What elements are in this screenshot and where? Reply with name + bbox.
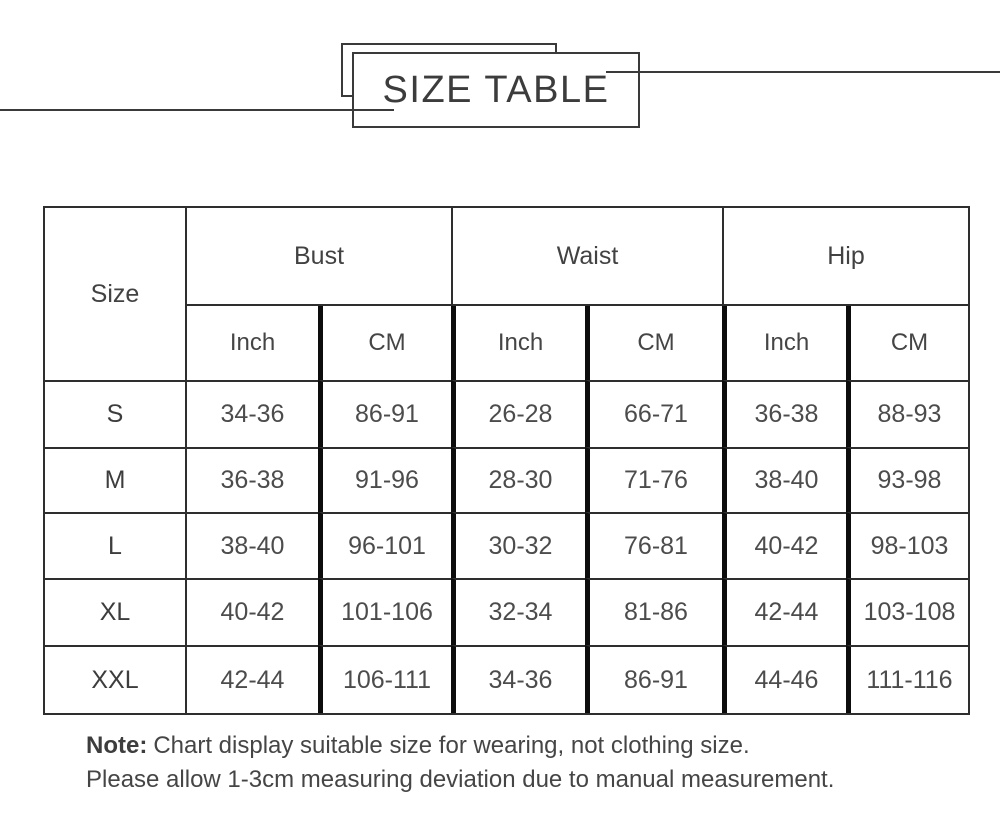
cell-m-bust-cm: 91-96	[318, 447, 451, 512]
row-label-m: M	[45, 447, 187, 512]
cell-l-hip-cm: 98-103	[846, 512, 968, 578]
cell-xl-bust-cm: 101-106	[318, 578, 451, 645]
cell-xxl-bust-cm: 106-111	[318, 645, 451, 713]
cell-xxl-hip-inch: 44-46	[722, 645, 846, 713]
cell-xl-hip-inch: 42-44	[722, 578, 846, 645]
cell-l-waist-inch: 30-32	[451, 512, 585, 578]
subheader-waist-cm: CM	[585, 306, 722, 380]
cell-xxl-hip-cm: 111-116	[846, 645, 968, 713]
cell-l-hip-inch: 40-42	[722, 512, 846, 578]
cell-xxl-waist-cm: 86-91	[585, 645, 722, 713]
cell-xxl-waist-inch: 34-36	[451, 645, 585, 713]
cell-xxl-bust-inch: 42-44	[187, 645, 318, 713]
corner-cell-size: Size	[45, 208, 187, 380]
cell-xl-bust-inch: 40-42	[187, 578, 318, 645]
cell-m-waist-cm: 71-76	[585, 447, 722, 512]
cell-l-bust-inch: 38-40	[187, 512, 318, 578]
row-label-xl: XL	[45, 578, 187, 645]
banner-right-line	[606, 71, 1000, 73]
size-table: Size Bust Waist Hip Inch CM Inch CM Inch…	[43, 206, 970, 715]
cell-s-waist-cm: 66-71	[585, 380, 722, 447]
banner-left-line	[0, 109, 394, 111]
cell-m-waist-inch: 28-30	[451, 447, 585, 512]
size-table-banner: SIZE TABLE	[352, 52, 640, 128]
subheader-bust-cm: CM	[318, 306, 451, 380]
group-header-hip: Hip	[722, 208, 968, 306]
group-header-waist: Waist	[451, 208, 722, 306]
cell-xl-waist-cm: 81-86	[585, 578, 722, 645]
note-line-1: Note: Chart display suitable size for wea…	[86, 729, 834, 763]
page-title: SIZE TABLE	[382, 68, 610, 111]
subheader-hip-inch: Inch	[722, 306, 846, 380]
note-line-2: Please allow 1-3cm measuring deviation d…	[86, 766, 835, 793]
cell-s-bust-inch: 34-36	[187, 380, 318, 447]
note-label: Note:	[86, 732, 148, 759]
row-label-s: S	[45, 380, 187, 447]
subheader-waist-inch: Inch	[451, 306, 585, 380]
cell-xl-hip-cm: 103-108	[846, 578, 968, 645]
cell-s-hip-cm: 88-93	[846, 380, 968, 447]
cell-s-bust-cm: 86-91	[318, 380, 451, 447]
subheader-hip-cm: CM	[846, 306, 968, 380]
cell-s-hip-inch: 36-38	[722, 380, 846, 447]
note-text-1: Chart display suitable size for wearing,…	[153, 732, 750, 759]
cell-m-hip-inch: 38-40	[722, 447, 846, 512]
group-header-bust: Bust	[187, 208, 451, 306]
note-block: Note: Chart display suitable size for wea…	[86, 729, 834, 797]
subheader-bust-inch: Inch	[229, 329, 276, 356]
row-label-xxl: XXL	[45, 645, 187, 713]
cell-m-bust-inch: 36-38	[187, 447, 318, 512]
cell-l-waist-cm: 76-81	[585, 512, 722, 578]
cell-s-waist-inch: 26-28	[451, 380, 585, 447]
cell-xl-waist-inch: 32-34	[451, 578, 585, 645]
cell-l-bust-cm: 96-101	[318, 512, 451, 578]
row-label-l: L	[45, 512, 187, 578]
cell-m-hip-cm: 93-98	[846, 447, 968, 512]
